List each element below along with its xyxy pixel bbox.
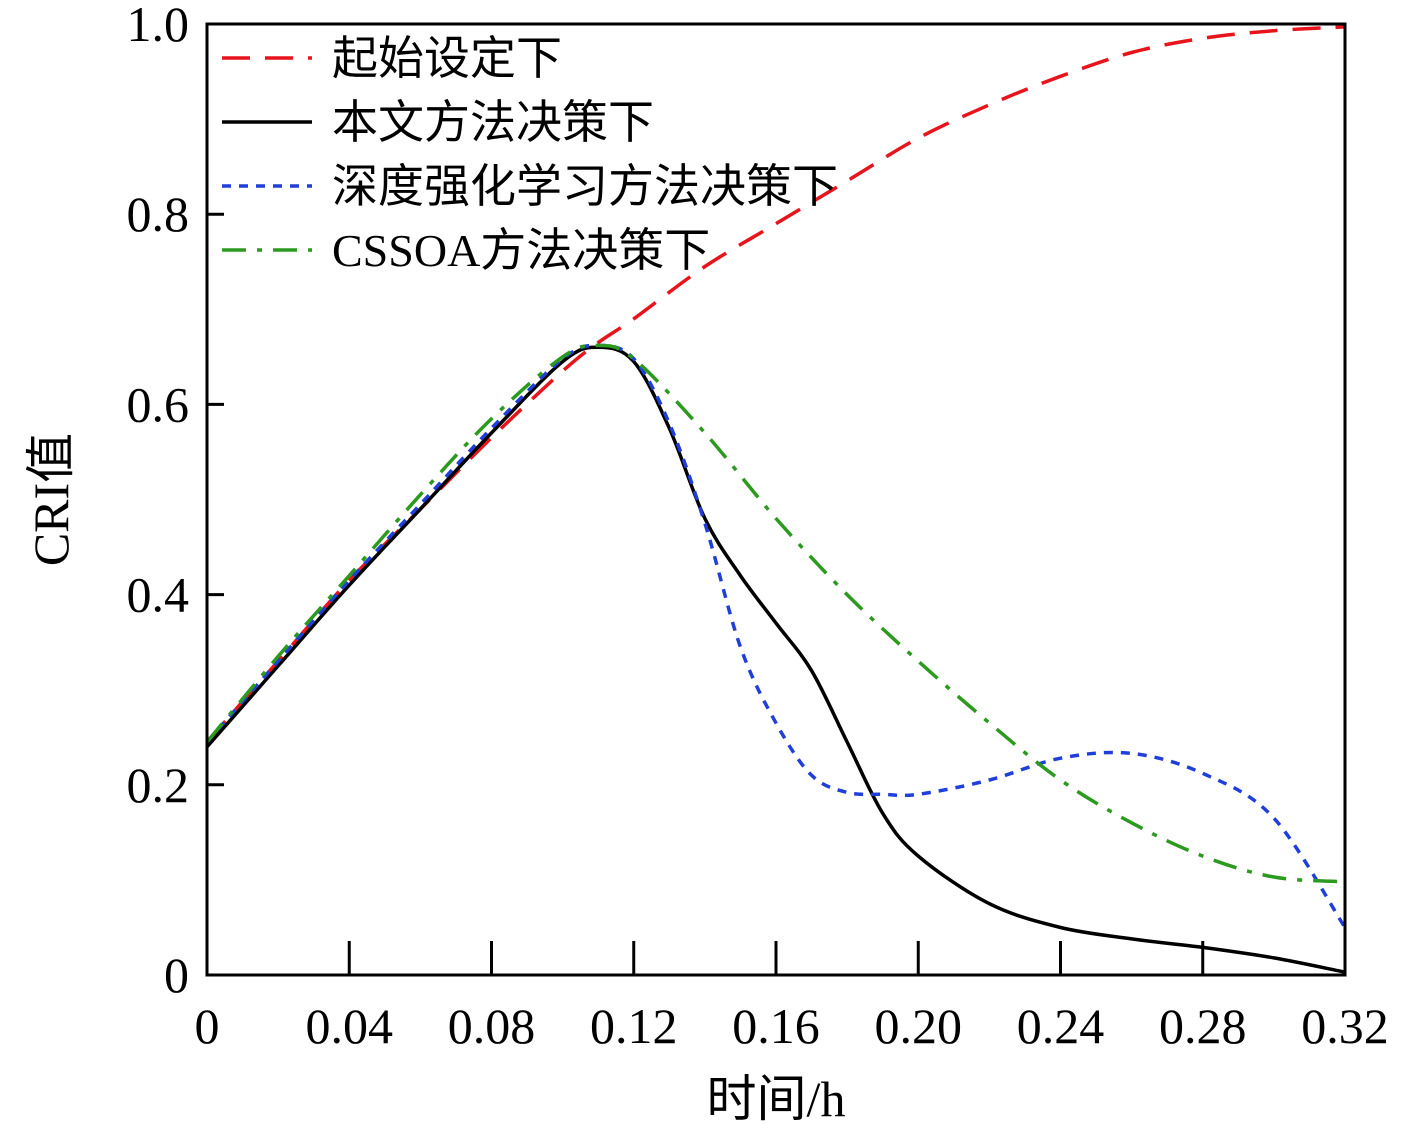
series-line-3 (205, 343, 1347, 929)
x-tick-label: 0.32 (1301, 998, 1389, 1054)
y-tick-label: 0.4 (127, 567, 190, 623)
x-tick-label: 0.08 (448, 998, 536, 1054)
x-tick-label: 0.12 (590, 998, 678, 1054)
x-tick-label: 0.28 (1159, 998, 1247, 1054)
series-line-2 (205, 345, 1346, 974)
y-tick-label: 0.2 (127, 757, 190, 813)
x-tick-label: 0.16 (732, 998, 820, 1054)
x-tick-label: 0.24 (1017, 998, 1105, 1054)
y-tick-label: 0 (164, 947, 189, 1003)
legend-label-2: 本文方法决策下 (332, 97, 654, 148)
series-line-4 (205, 343, 1346, 884)
legend-label-1: 起始设定下 (332, 33, 562, 84)
series-layer (205, 25, 1347, 974)
legend-label-3: 深度强化学习方法决策下 (332, 161, 838, 212)
y-tick-label: 0.6 (127, 376, 190, 432)
x-tick-label: 0.04 (306, 998, 394, 1054)
x-tick-label: 0.20 (875, 998, 963, 1054)
x-tick-label: 0 (195, 998, 220, 1054)
y-axis-title: CRI值 (23, 433, 79, 566)
legend-label-4: CSSOA方法决策下 (332, 225, 710, 276)
y-tick-label: 0.8 (127, 186, 190, 242)
axis-ticks: 0 0.04 0.08 0.12 0.16 0.20 0.24 0.28 0.32 0 0.2 0.4… (127, 0, 1389, 1054)
x-axis-title: 时间/h (707, 1071, 846, 1124)
y-tick-label: 1.0 (127, 0, 190, 52)
